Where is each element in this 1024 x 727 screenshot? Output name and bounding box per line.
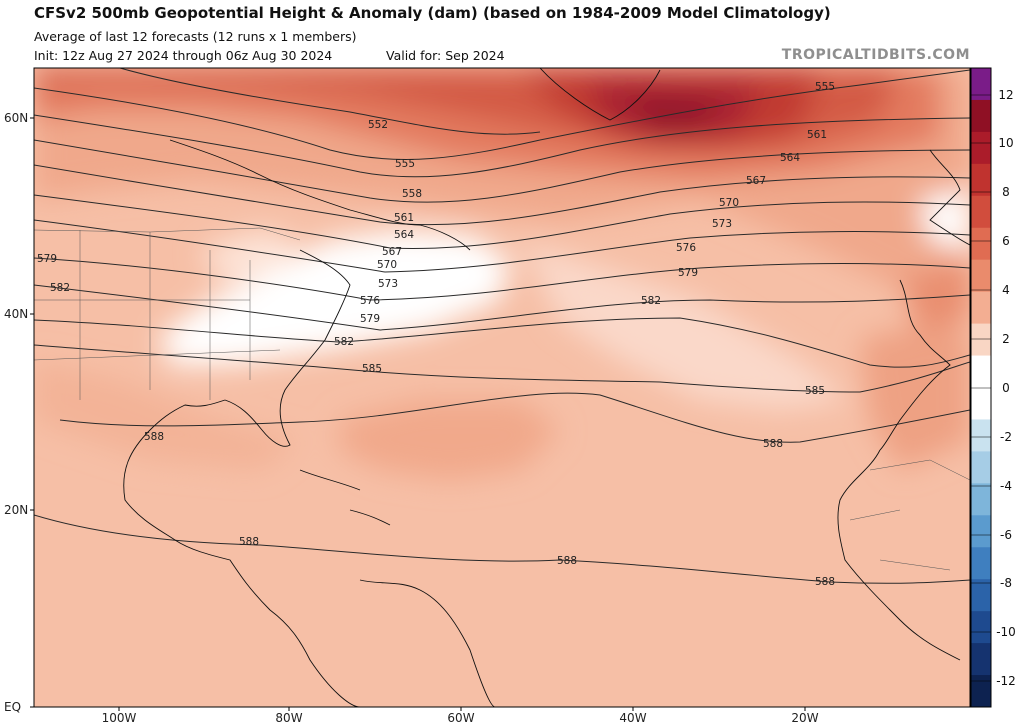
contour-label: 558 xyxy=(402,188,422,200)
lon-label: 60W xyxy=(447,711,474,725)
colorbar-label: 2 xyxy=(1002,332,1010,346)
colorbar-label: 4 xyxy=(1002,283,1010,297)
contour-label: 579 xyxy=(678,267,698,279)
contour-label: 585 xyxy=(362,363,382,375)
colorbar-label: -10 xyxy=(996,625,1016,639)
contour-label: 582 xyxy=(334,336,354,348)
contour-label: 555 xyxy=(395,158,415,170)
contour-labels: 5525555555585615615645645675675705705735… xyxy=(37,81,835,588)
colorbar-swatch xyxy=(971,611,991,644)
colorbar-frame xyxy=(970,67,992,708)
colorbar-swatch xyxy=(971,483,991,516)
colorbar-label: 6 xyxy=(1002,234,1010,248)
colorbar-labels: 12 10 8 6 4 2 0 -2 -4 -6 -8 -10 -12 xyxy=(971,88,1016,688)
contour-label: 582 xyxy=(641,295,661,307)
lon-label: 20W xyxy=(791,711,818,725)
contour-label: 555 xyxy=(815,81,835,93)
colorbar xyxy=(970,67,992,708)
valid-time: Valid for: Sep 2024 xyxy=(386,48,505,63)
lon-label: 100W xyxy=(102,711,137,725)
contour-label: 576 xyxy=(676,242,696,254)
contour-label: 570 xyxy=(719,197,739,209)
colorbar-swatch xyxy=(971,451,991,484)
colorbar-swatch xyxy=(971,99,991,133)
colorbar-swatch xyxy=(971,163,991,197)
contour-label: 561 xyxy=(807,129,827,141)
colorbar-swatch xyxy=(971,419,991,452)
contour-label: 588 xyxy=(557,555,577,567)
contour-label: 579 xyxy=(37,253,57,265)
colorbar-label: -8 xyxy=(1000,576,1012,590)
colorbar-swatch xyxy=(971,227,991,261)
colorbar-label: -12 xyxy=(996,674,1016,688)
contour-label: 588 xyxy=(815,576,835,588)
lat-label: 40N xyxy=(4,307,28,321)
colorbar-swatch xyxy=(971,675,991,708)
map-frame xyxy=(33,67,971,708)
contour-label: 588 xyxy=(144,431,164,443)
colorbar-label: 8 xyxy=(1002,185,1010,199)
lat-label: 60N xyxy=(4,111,28,125)
political-borders xyxy=(34,227,970,571)
contour-label: 582 xyxy=(50,282,70,294)
colorbar-label: -2 xyxy=(1000,430,1012,444)
contour-label: 585 xyxy=(805,385,825,397)
contour-label: 588 xyxy=(239,536,259,548)
anomaly-shading xyxy=(34,68,970,480)
colorbar-swatch xyxy=(971,355,991,388)
coastlines xyxy=(123,68,970,707)
contour-label: 573 xyxy=(712,218,732,230)
init-time: Init: 12z Aug 27 2024 through 06z Aug 30… xyxy=(34,48,333,63)
colorbar-label: 0 xyxy=(1002,381,1010,395)
contour-label: 552 xyxy=(368,119,388,131)
colorbar-swatch xyxy=(971,547,991,580)
contour-label: 576 xyxy=(360,295,380,307)
contour-label: 570 xyxy=(377,259,397,271)
height-contours xyxy=(34,68,970,584)
lon-label: 80W xyxy=(275,711,302,725)
lat-label: EQ xyxy=(4,700,21,714)
colorbar-label: -4 xyxy=(1000,479,1012,493)
colorbar-label: 12 xyxy=(998,88,1013,102)
map-plot-area xyxy=(34,68,970,707)
colorbar-swatch xyxy=(971,643,991,676)
contour-label: 567 xyxy=(746,175,766,187)
lat-label: 20N xyxy=(4,503,28,517)
colorbar-swatch xyxy=(971,291,991,325)
contour-label: 588 xyxy=(763,438,783,450)
colorbar-swatch xyxy=(971,323,991,357)
map-subtitle: Average of last 12 forecasts (12 runs x … xyxy=(34,29,357,44)
colorbar-swatch xyxy=(971,259,991,293)
contour-label: 564 xyxy=(394,229,414,241)
contour-label: 564 xyxy=(780,152,800,164)
colorbar-swatch xyxy=(971,579,991,612)
colorbar-swatch xyxy=(971,195,991,229)
contour-label: 579 xyxy=(360,313,380,325)
contour-label: 567 xyxy=(382,246,402,258)
brand-watermark: TROPICALTIDBITS.COM xyxy=(781,47,970,63)
colorbar-swatch xyxy=(971,131,991,165)
colorbar-swatch xyxy=(971,68,991,101)
latitude-labels: 60N 40N 20N EQ xyxy=(4,111,34,714)
colorbar-swatch xyxy=(971,387,991,420)
colorbar-label: 10 xyxy=(998,136,1013,150)
lon-label: 40W xyxy=(619,711,646,725)
contour-label: 561 xyxy=(394,212,414,224)
colorbar-swatch xyxy=(971,515,991,548)
colorbar-label: -6 xyxy=(1000,528,1012,542)
map-title: CFSv2 500mb Geopotential Height & Anomal… xyxy=(34,4,831,22)
contour-label: 573 xyxy=(378,278,398,290)
longitude-labels: 100W 80W 60W 40W 20W xyxy=(102,707,819,725)
